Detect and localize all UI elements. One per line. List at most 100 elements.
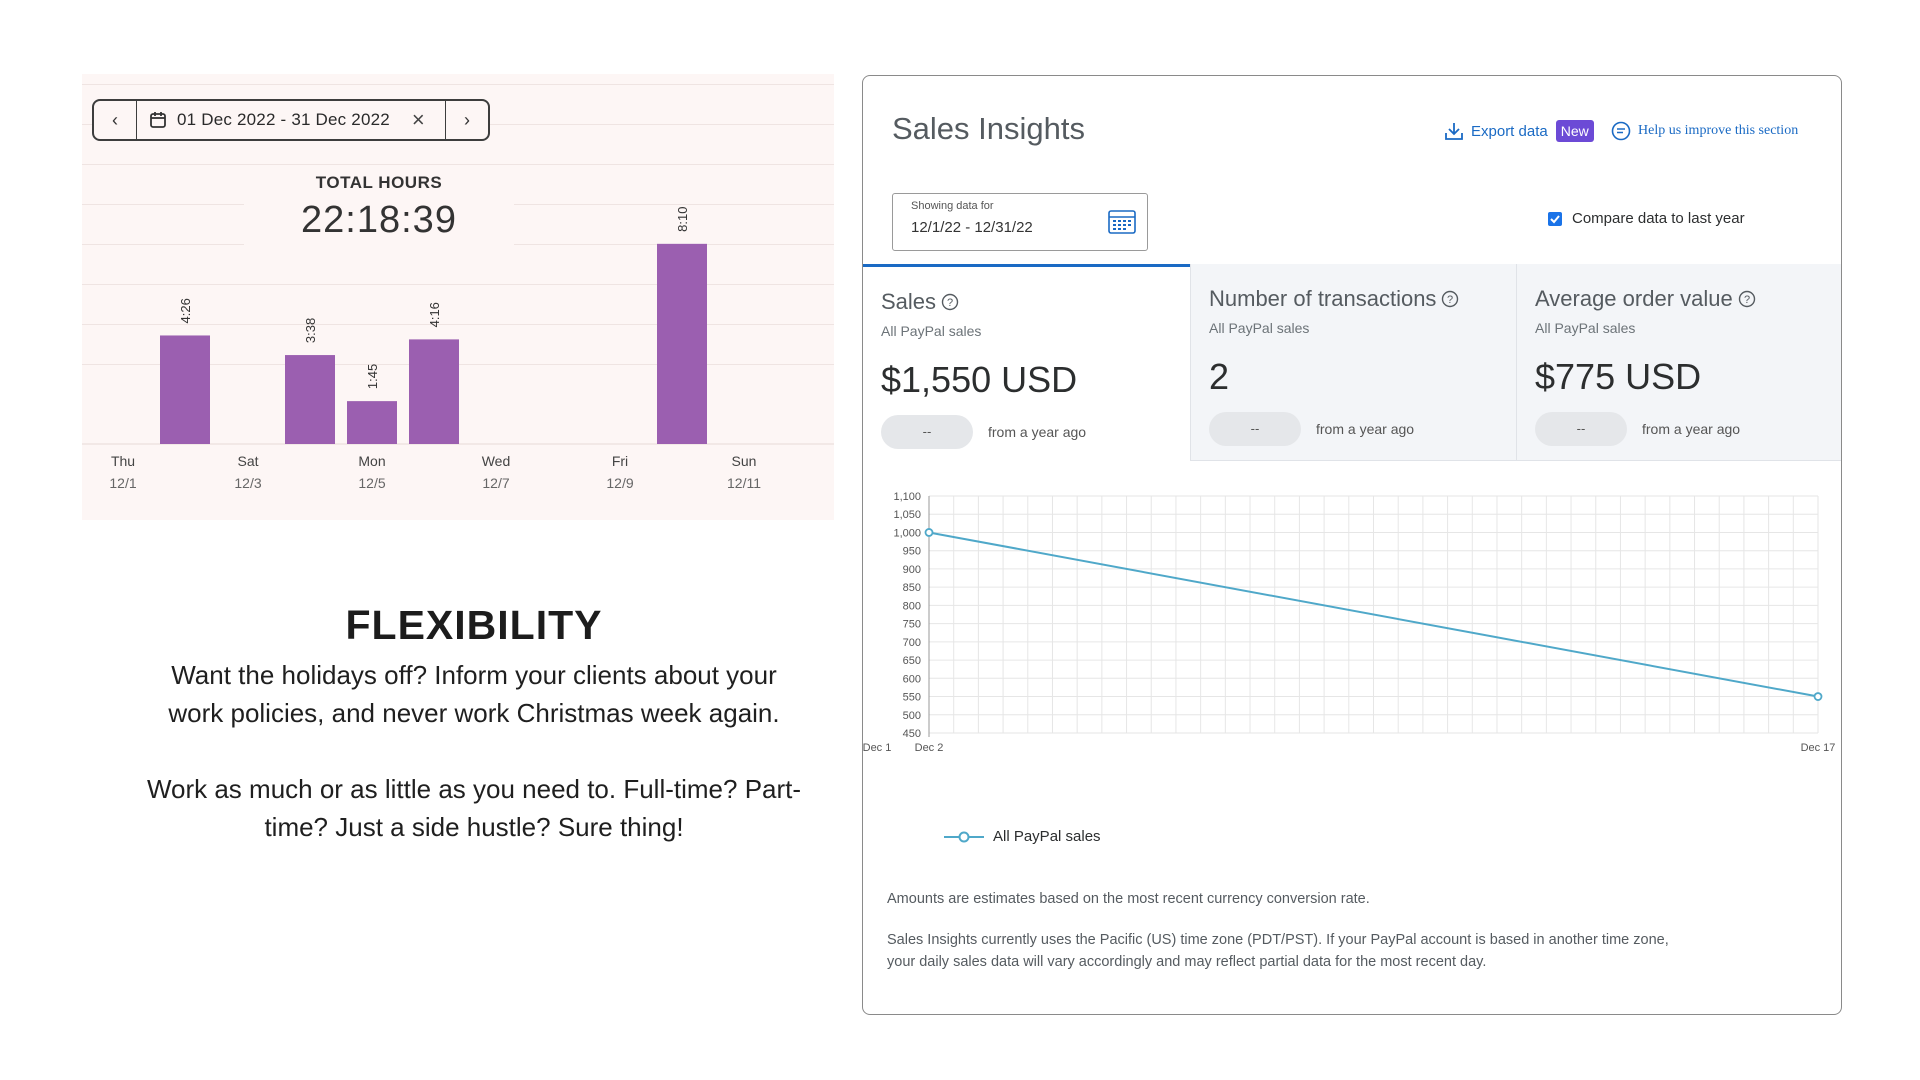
sales-insights-title: Sales Insights	[892, 111, 1085, 146]
calendar-icon[interactable]	[1107, 208, 1137, 236]
conversion-note: Amounts are estimates based on the most …	[887, 891, 1370, 907]
x-date-label: 12/11	[727, 475, 761, 491]
text-line: time? Just a side hustle? Sure thing!	[264, 812, 684, 842]
compare-last-year[interactable]: Compare data to last year	[1548, 210, 1745, 227]
bar-value-label: 8:10	[675, 207, 690, 232]
series-line	[928, 531, 1819, 698]
bar-value-label: 4:16	[427, 302, 442, 327]
flexibility-paragraph-2: Work as much or as little as you need to…	[106, 770, 842, 846]
y-tick-label: 850	[903, 582, 921, 594]
help-circle-icon[interactable]: ?	[1738, 290, 1756, 308]
bar-value-label: 4:26	[178, 298, 193, 323]
flexibility-heading: FLEXIBILITY	[345, 602, 603, 648]
text-line: Sales Insights currently uses the Pacifi…	[887, 932, 1669, 948]
text-line: Want the holidays off? Inform your clien…	[171, 660, 777, 690]
metric-value: 2	[1209, 356, 1230, 397]
x-day-label: Sat	[237, 453, 259, 469]
text-line: Work as much or as little as you need to…	[146, 774, 802, 804]
hours-bar[interactable]	[657, 243, 707, 444]
metric-comparison-text: from a year ago	[988, 424, 1087, 440]
help-improve-link[interactable]: Help us improve this section	[1610, 120, 1798, 142]
data-point[interactable]	[1813, 692, 1823, 701]
legend-line-marker	[944, 831, 984, 842]
date-range-display[interactable]: 01 Dec 2022 - 31 Dec 2022 ×	[137, 101, 445, 139]
data-point[interactable]	[924, 528, 934, 537]
metric-tab-average-order-value[interactable]: Average order value ? All PayPal sales $…	[1516, 264, 1841, 461]
metric-comparison-text: from a year ago	[1642, 421, 1741, 437]
x-date-label: 12/1	[109, 475, 137, 491]
x-date-label: 12/5	[358, 475, 386, 491]
chevron-right-icon: ›	[464, 109, 470, 130]
date-range-picker[interactable]: ‹ 01 Dec 2022 - 31 Dec 2022 × ›	[92, 99, 490, 141]
metric-tab-transactions[interactable]: Number of transactions ? All PayPal sale…	[1190, 264, 1516, 461]
total-hours-box: TOTAL HOURS 22:18:39	[244, 169, 514, 253]
metric-subtitle: All PayPal sales	[1209, 320, 1310, 336]
y-tick-label: 650	[903, 655, 921, 667]
previous-range-button[interactable]: ‹	[94, 101, 137, 139]
flexibility-paragraph-1: Want the holidays off? Inform your clien…	[106, 656, 842, 732]
metric-title: Sales ?	[881, 289, 959, 315]
gridline	[82, 284, 834, 285]
x-day-label: Thu	[110, 453, 136, 469]
hours-bar[interactable]	[160, 335, 210, 444]
y-tick-label: 950	[903, 546, 921, 558]
hours-bar[interactable]	[347, 401, 397, 444]
gridline	[82, 164, 834, 165]
chart-legend[interactable]: All PayPal sales	[943, 828, 1101, 845]
next-range-button[interactable]: ›	[445, 101, 488, 139]
bar-value-label: 3:38	[303, 318, 318, 343]
sales-insights-card: Sales Insights Export data New Help us i…	[862, 75, 1842, 1015]
text-line: work policies, and never work Christmas …	[168, 698, 780, 728]
y-tick-label: 1,000	[893, 527, 921, 539]
date-range-text: 01 Dec 2022 - 31 Dec 2022	[177, 110, 390, 129]
gridline	[82, 324, 834, 325]
hours-bar[interactable]	[285, 355, 335, 444]
hours-bar-chart: 4:26 3:38 1:45 4:16 8:10	[82, 207, 834, 445]
compare-checkbox[interactable]	[1548, 211, 1562, 226]
metric-change-pill: --	[881, 415, 973, 449]
y-tick-label: 900	[903, 564, 921, 576]
metric-subtitle: All PayPal sales	[881, 323, 982, 339]
x-day-label: Mon	[358, 453, 386, 469]
metric-title-text: Sales	[881, 289, 937, 314]
metric-title-text: Average order value	[1535, 286, 1733, 311]
svg-text:?: ?	[1744, 294, 1750, 306]
calendar-icon	[150, 112, 166, 128]
svg-text:?: ?	[1447, 294, 1453, 306]
feedback-icon	[1611, 121, 1631, 141]
x-day-label: Wed	[481, 453, 511, 469]
export-data-label: Export data	[1471, 122, 1548, 140]
metric-comparison-text: from a year ago	[1316, 421, 1415, 437]
y-tick-label: 550	[903, 692, 921, 704]
timezone-note: Sales Insights currently uses the Pacifi…	[887, 929, 1669, 973]
metric-title: Average order value ?	[1535, 286, 1756, 312]
metric-change-pill: --	[1535, 412, 1627, 446]
date-field-value: 12/1/22 - 12/31/22	[911, 219, 1033, 236]
svg-text:?: ?	[947, 297, 953, 309]
y-tick-label: 1,100	[893, 491, 921, 503]
metric-tab-sales[interactable]: Sales ? All PayPal sales $1,550 USD -- f…	[863, 264, 1190, 461]
new-badge: New	[1555, 120, 1594, 142]
help-improve-label: Help us improve this section	[1638, 123, 1799, 138]
total-hours-value: 22:18:39	[301, 199, 457, 241]
download-icon	[1445, 123, 1463, 140]
x-date-label: 12/9	[606, 475, 634, 491]
metric-change-pill: --	[1209, 412, 1301, 446]
time-tracker-panel: 4:26 3:38 1:45 4:16 8:10 ‹ 01 Dec 2022 - 31 …	[82, 74, 834, 520]
export-data-link[interactable]: Export data New	[1443, 120, 1594, 142]
y-tick-label: 500	[903, 710, 921, 722]
metric-title: Number of transactions ?	[1209, 286, 1459, 312]
y-tick-label: 750	[903, 619, 921, 631]
text-line: your daily sales data will vary accordin…	[887, 954, 1487, 970]
x-date-label: 12/7	[482, 475, 510, 491]
hours-bar[interactable]	[409, 339, 459, 444]
clear-icon[interactable]: ×	[411, 107, 425, 132]
metric-value: $1,550 USD	[881, 359, 1078, 400]
compare-label: Compare data to last year	[1572, 210, 1745, 227]
help-circle-icon[interactable]: ?	[941, 293, 959, 311]
help-circle-icon[interactable]: ?	[1441, 290, 1459, 308]
metric-title-text: Number of transactions	[1209, 286, 1437, 311]
date-range-field[interactable]: Showing data for 12/1/22 - 12/31/22	[892, 193, 1148, 251]
chart-grid	[928, 495, 1819, 734]
y-tick-label: 800	[903, 600, 921, 612]
